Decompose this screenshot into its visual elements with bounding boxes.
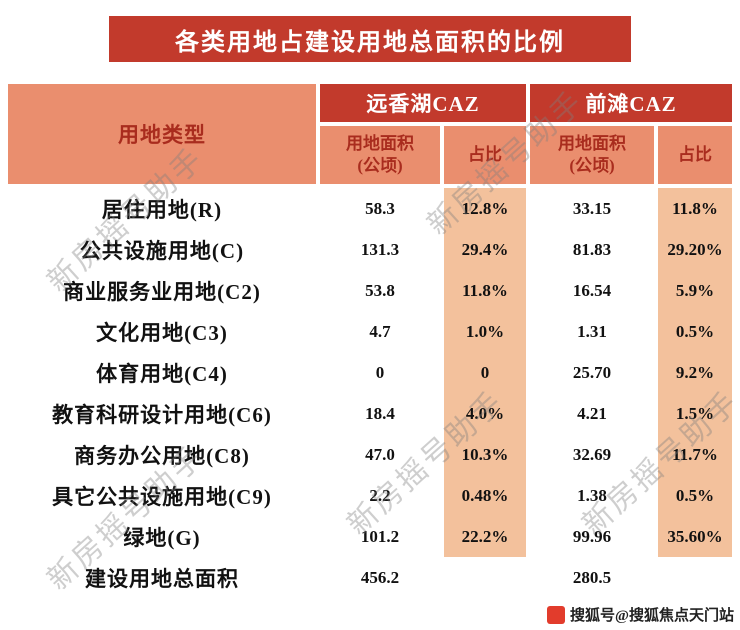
total-ratio-qt: [658, 557, 732, 599]
cell-ratio-yxh: 22.2%: [444, 516, 526, 557]
table-row: 公共设施用地(C) 131.3 29.4% 81.83 29.20%: [8, 229, 732, 270]
cell-ratio-yxh: 11.8%: [444, 270, 526, 311]
cell-area-yxh: 18.4: [365, 403, 395, 423]
row-label: 商务办公用地(C8): [74, 443, 250, 468]
cell-ratio-qt: 11.7%: [658, 434, 732, 475]
table-header: 用地类型 远香湖CAZ 前滩CAZ 用地面积 (公顷) 占比 用地面积 (公顷)…: [8, 84, 732, 184]
table-total-row: 建设用地总面积 456.2 280.5: [8, 557, 732, 599]
cell-ratio-qt: 9.2%: [658, 352, 732, 393]
cell-ratio-qt: 0.5%: [658, 311, 732, 352]
cell-ratio-yxh: 0.48%: [444, 475, 526, 516]
subheader-ratio-qiantan: 占比: [658, 126, 732, 184]
row-label: 商业服务业用地(C2): [63, 279, 261, 304]
cell-area-qt: 16.54: [572, 280, 612, 300]
land-use-table: 用地类型 远香湖CAZ 前滩CAZ 用地面积 (公顷) 占比 用地面积 (公顷)…: [8, 84, 732, 599]
cell-ratio-qt: 5.9%: [658, 270, 732, 311]
cell-ratio-qt: 11.8%: [658, 188, 732, 229]
table-row: 居住用地(R) 58.3 12.8% 33.15 11.8%: [8, 188, 732, 229]
cell-area-yxh: 58.3: [365, 198, 395, 218]
subheader-ratio-yuanxianghu: 占比: [444, 126, 526, 184]
cell-ratio-yxh: 29.4%: [444, 229, 526, 270]
row-label: 体育用地(C4): [96, 361, 228, 386]
table-row: 商务办公用地(C8) 47.0 10.3% 32.69 11.7%: [8, 434, 732, 475]
source-credit: 搜狐号@搜狐焦点天门站: [547, 604, 734, 625]
row-label: 具它公共设施用地(C9): [52, 484, 272, 509]
table-row: 具它公共设施用地(C9) 2.2 0.48% 1.38 0.5%: [8, 475, 732, 516]
cell-area-yxh: 47.0: [365, 444, 395, 464]
group-header-yuanxianghu-caz: 远香湖CAZ: [320, 84, 526, 122]
cell-area-qt: 1.31: [577, 321, 607, 341]
total-ratio-yxh: [444, 557, 526, 599]
cell-area-qt: 4.21: [577, 403, 607, 423]
subheader-area-yuanxianghu: 用地面积 (公顷): [320, 126, 440, 184]
total-row-label: 建设用地总面积: [8, 557, 316, 599]
corner-header-land-type: 用地类型: [8, 84, 316, 184]
cell-ratio-yxh: 1.0%: [444, 311, 526, 352]
table-row: 教育科研设计用地(C6) 18.4 4.0% 4.21 1.5%: [8, 393, 732, 434]
cell-area-yxh: 131.3: [360, 239, 400, 259]
subheader-area-qiantan: 用地面积 (公顷): [530, 126, 654, 184]
table-row: 商业服务业用地(C2) 53.8 11.8% 16.54 5.9%: [8, 270, 732, 311]
cell-ratio-qt: 0.5%: [658, 475, 732, 516]
cell-area-yxh: 101.2: [360, 526, 400, 546]
cell-area-qt: 81.83: [572, 239, 612, 259]
row-label: 公共设施用地(C): [79, 238, 245, 263]
cell-ratio-qt: 35.60%: [658, 516, 732, 557]
page-title: 各类用地占建设用地总面积的比例: [109, 16, 631, 62]
cell-ratio-qt: 29.20%: [658, 229, 732, 270]
cell-ratio-qt: 1.5%: [658, 393, 732, 434]
sohu-logo-icon: [547, 605, 566, 624]
cell-ratio-yxh: 10.3%: [444, 434, 526, 475]
cell-area-yxh: 4.7: [369, 321, 391, 341]
table-row: 文化用地(C3) 4.7 1.0% 1.31 0.5%: [8, 311, 732, 352]
row-label: 教育科研设计用地(C6): [52, 402, 272, 427]
cell-area-qt: 32.69: [572, 444, 612, 464]
cell-ratio-yxh: 4.0%: [444, 393, 526, 434]
total-area-qt: 280.5: [530, 557, 654, 599]
source-credit-text: 搜狐号@搜狐焦点天门站: [570, 608, 734, 624]
cell-area-yxh: 2.2: [369, 485, 391, 505]
group-header-qiantan-caz: 前滩CAZ: [530, 84, 732, 122]
row-label: 文化用地(C3): [96, 320, 228, 345]
cell-area-yxh: 0: [375, 362, 385, 382]
row-label: 绿地(G): [123, 525, 201, 550]
cell-area-qt: 99.96: [572, 526, 612, 546]
table-row: 绿地(G) 101.2 22.2% 99.96 35.60%: [8, 516, 732, 557]
cell-area-qt: 25.70: [572, 362, 612, 382]
table-row: 体育用地(C4) 0 0 25.70 9.2%: [8, 352, 732, 393]
cell-area-qt: 33.15: [572, 198, 612, 218]
total-area-yxh: 456.2: [320, 557, 440, 599]
cell-area-yxh: 53.8: [365, 280, 395, 300]
cell-area-qt: 1.38: [577, 485, 607, 505]
row-label: 居住用地(R): [101, 197, 223, 222]
cell-ratio-yxh: 0: [444, 352, 526, 393]
cell-ratio-yxh: 12.8%: [444, 188, 526, 229]
